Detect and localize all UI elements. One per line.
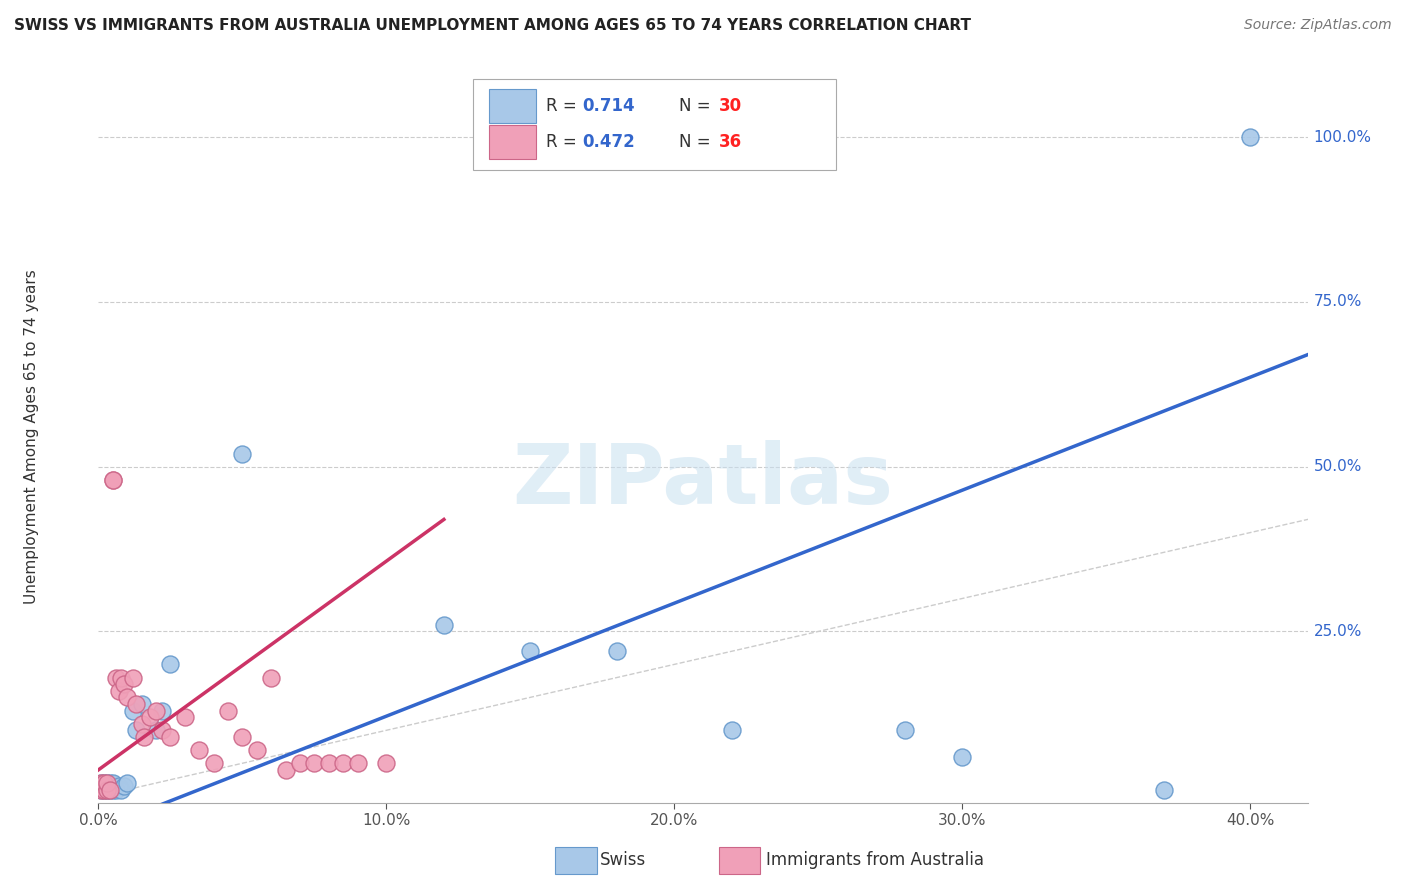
Point bbox=[112, 677, 135, 691]
Point bbox=[93, 776, 115, 790]
Point bbox=[122, 671, 145, 685]
FancyBboxPatch shape bbox=[489, 126, 536, 159]
Point bbox=[288, 756, 311, 771]
Point bbox=[131, 716, 153, 731]
Text: N =: N = bbox=[679, 96, 716, 115]
FancyBboxPatch shape bbox=[555, 847, 596, 874]
Text: R =: R = bbox=[546, 96, 582, 115]
Point bbox=[131, 697, 153, 711]
Point bbox=[96, 776, 118, 790]
Point bbox=[173, 710, 195, 724]
Point bbox=[134, 730, 156, 744]
Point bbox=[606, 644, 628, 658]
Point bbox=[375, 756, 398, 771]
Point bbox=[90, 776, 112, 790]
Text: 0.472: 0.472 bbox=[582, 133, 636, 152]
Text: 100.0%: 100.0% bbox=[1313, 129, 1372, 145]
Point bbox=[145, 723, 167, 738]
Point bbox=[188, 743, 211, 757]
Point bbox=[115, 690, 138, 705]
Point bbox=[433, 618, 456, 632]
Point bbox=[96, 782, 118, 797]
Point bbox=[96, 776, 118, 790]
Point bbox=[159, 730, 181, 744]
Text: R =: R = bbox=[546, 133, 582, 152]
Point bbox=[110, 782, 132, 797]
Text: 36: 36 bbox=[718, 133, 742, 152]
Text: SWISS VS IMMIGRANTS FROM AUSTRALIA UNEMPLOYMENT AMONG AGES 65 TO 74 YEARS CORREL: SWISS VS IMMIGRANTS FROM AUSTRALIA UNEMP… bbox=[14, 18, 972, 33]
Point bbox=[139, 710, 162, 724]
FancyBboxPatch shape bbox=[718, 847, 759, 874]
Point bbox=[122, 704, 145, 718]
Point bbox=[98, 782, 121, 797]
Point bbox=[217, 704, 239, 718]
Point bbox=[115, 776, 138, 790]
Text: Unemployment Among Ages 65 to 74 years: Unemployment Among Ages 65 to 74 years bbox=[24, 269, 39, 605]
Point bbox=[304, 756, 326, 771]
Point bbox=[150, 704, 173, 718]
Point bbox=[346, 756, 368, 771]
Point bbox=[90, 776, 112, 790]
Point bbox=[93, 782, 115, 797]
Text: Source: ZipAtlas.com: Source: ZipAtlas.com bbox=[1244, 18, 1392, 32]
Text: Swiss: Swiss bbox=[600, 851, 647, 869]
Point bbox=[950, 749, 973, 764]
Text: Immigrants from Australia: Immigrants from Australia bbox=[766, 851, 984, 869]
Point bbox=[125, 723, 148, 738]
Text: 0.714: 0.714 bbox=[582, 96, 634, 115]
Point bbox=[125, 697, 148, 711]
Point bbox=[246, 743, 269, 757]
FancyBboxPatch shape bbox=[474, 78, 837, 170]
FancyBboxPatch shape bbox=[489, 89, 536, 122]
Point bbox=[150, 723, 173, 738]
Point bbox=[231, 446, 253, 460]
Point bbox=[332, 756, 354, 771]
Point bbox=[107, 683, 129, 698]
Point bbox=[1239, 130, 1261, 145]
Point bbox=[1153, 782, 1175, 797]
Point bbox=[98, 776, 121, 790]
Text: N =: N = bbox=[679, 133, 716, 152]
Text: 75.0%: 75.0% bbox=[1313, 294, 1362, 310]
Point bbox=[231, 730, 253, 744]
Text: 30: 30 bbox=[718, 96, 742, 115]
Point bbox=[90, 782, 112, 797]
Point bbox=[202, 756, 225, 771]
Point bbox=[107, 780, 129, 794]
Point bbox=[260, 671, 283, 685]
Point bbox=[101, 473, 124, 487]
Point bbox=[274, 763, 297, 777]
Point bbox=[104, 671, 127, 685]
Point bbox=[519, 644, 541, 658]
Text: 50.0%: 50.0% bbox=[1313, 459, 1362, 475]
Point bbox=[893, 723, 915, 738]
Point bbox=[96, 782, 118, 797]
Point bbox=[93, 776, 115, 790]
Point bbox=[93, 782, 115, 797]
Point bbox=[98, 782, 121, 797]
Point bbox=[159, 657, 181, 672]
Point bbox=[104, 782, 127, 797]
Point bbox=[101, 473, 124, 487]
Point bbox=[720, 723, 742, 738]
Point bbox=[101, 782, 124, 797]
Point bbox=[90, 782, 112, 797]
Text: 25.0%: 25.0% bbox=[1313, 624, 1362, 639]
Point bbox=[112, 780, 135, 794]
Point bbox=[101, 776, 124, 790]
Point bbox=[110, 671, 132, 685]
Text: ZIPatlas: ZIPatlas bbox=[513, 441, 893, 522]
Point bbox=[145, 704, 167, 718]
Point bbox=[318, 756, 340, 771]
